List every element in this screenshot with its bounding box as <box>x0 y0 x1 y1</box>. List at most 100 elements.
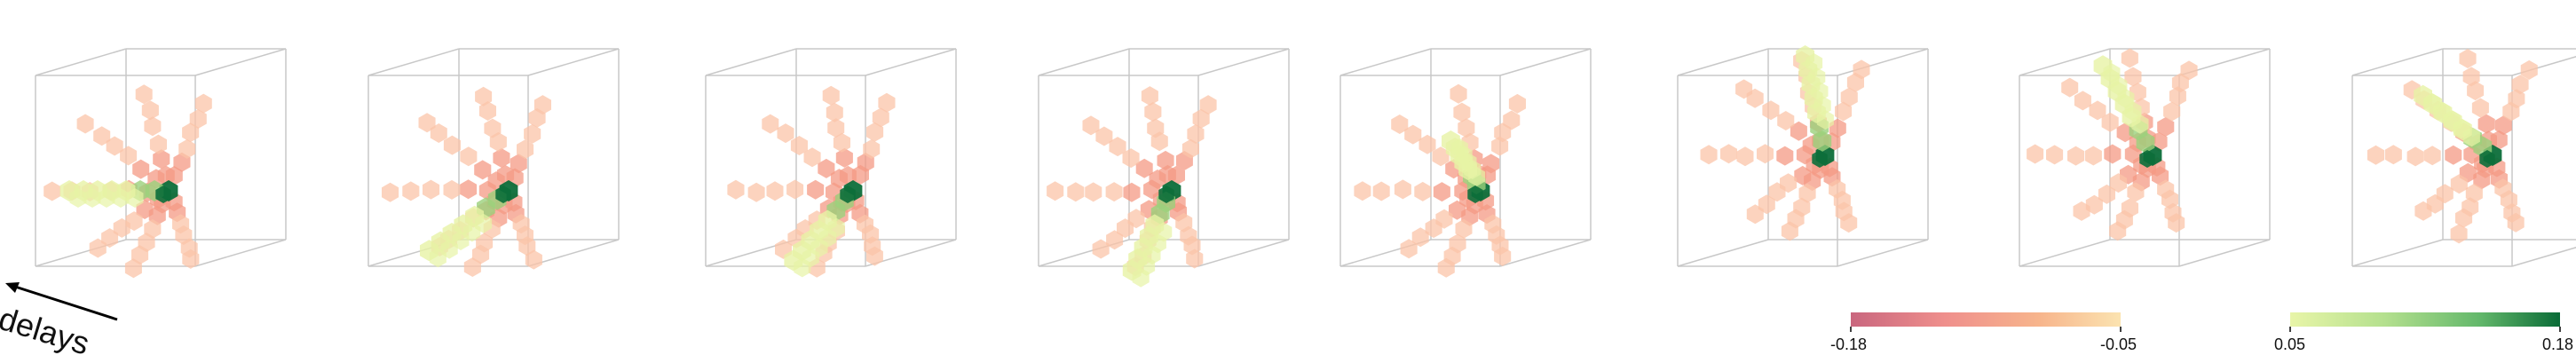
voxel-marker <box>1067 182 1085 202</box>
voxel-marker <box>132 159 150 179</box>
voxel-marker <box>2477 114 2495 134</box>
voxel-marker <box>1455 218 1473 239</box>
voxel-marker <box>93 126 111 146</box>
voxel-marker <box>807 179 825 200</box>
voxel-marker <box>1700 145 1718 165</box>
voxel-marker <box>1181 138 1199 159</box>
voxel-marker <box>155 185 171 203</box>
voxel-marker <box>1095 126 1113 146</box>
voxel-marker <box>1811 82 1829 101</box>
voxel-marker <box>1141 86 1158 107</box>
voxel-marker <box>510 154 527 174</box>
box-edge <box>1038 48 1130 76</box>
voxel-marker <box>1494 122 1512 143</box>
voxel-marker <box>1187 124 1205 144</box>
voxel-marker <box>2180 60 2198 81</box>
voxel-marker <box>2109 221 2127 241</box>
voxel-marker <box>1047 181 1064 201</box>
voxel-marker <box>1450 138 1468 158</box>
voxel-marker <box>1394 179 1411 200</box>
voxel-marker <box>98 188 115 208</box>
voxel-marker <box>2450 224 2468 244</box>
panel-7 <box>2019 48 2271 267</box>
voxel-marker <box>112 188 130 208</box>
delays-arrow-icon <box>5 282 118 321</box>
voxel-marker <box>429 248 446 268</box>
voxel-marker <box>2507 212 2525 233</box>
voxel-marker <box>126 188 144 208</box>
voxel-marker <box>484 118 502 138</box>
voxel-marker <box>2520 59 2538 80</box>
voxel-marker <box>194 93 212 114</box>
voxel-marker <box>863 139 881 159</box>
voxel-marker <box>2103 63 2121 83</box>
voxel-marker <box>2511 75 2529 95</box>
box-edge <box>1339 48 1432 76</box>
voxel-marker <box>1503 110 1521 130</box>
voxel-marker <box>872 107 889 128</box>
voxel-marker <box>1418 134 1436 154</box>
voxel-marker <box>463 257 481 277</box>
voxel-marker <box>2459 49 2477 68</box>
box-edge <box>194 239 287 267</box>
voxel-marker <box>2423 92 2441 113</box>
voxel-marker <box>1085 182 1102 202</box>
voxel-marker <box>1806 53 1823 73</box>
voxel-marker <box>1812 150 1828 168</box>
voxel-marker <box>1776 146 1794 166</box>
voxel-marker <box>182 122 200 143</box>
voxel-marker <box>794 257 811 278</box>
colorbar-negative-min-label: -0.18 <box>1830 335 1868 353</box>
voxel-marker <box>2473 170 2491 190</box>
voxel-marker <box>2445 145 2462 165</box>
voxel-marker <box>474 160 492 180</box>
voxel-marker <box>402 181 420 201</box>
voxel-marker <box>2494 115 2512 136</box>
voxel-marker <box>1777 111 1795 130</box>
colorbar-negative-max-label: -0.05 <box>2100 335 2137 353</box>
voxel-marker <box>835 147 853 168</box>
voxel-marker <box>2084 146 2102 166</box>
voxel-marker <box>1109 137 1126 157</box>
voxel-marker <box>1720 144 1737 164</box>
voxel-marker <box>83 188 101 208</box>
box-edge <box>527 48 620 76</box>
voxel-marker <box>2384 145 2402 165</box>
voxel-marker <box>1762 100 1780 121</box>
voxel-marker <box>1135 158 1153 178</box>
panel-1 <box>35 48 287 279</box>
voxel-marker <box>533 95 551 115</box>
voxel-marker <box>2414 201 2432 221</box>
box-edge <box>705 48 797 76</box>
voxel-marker <box>1122 148 1140 169</box>
voxel-marker <box>178 138 196 159</box>
voxel-marker <box>1404 124 1422 145</box>
voxel-marker <box>2121 48 2138 68</box>
panel-4 <box>1038 48 1290 288</box>
voxel-marker <box>1192 108 1210 129</box>
voxel-marker <box>423 179 440 200</box>
voxel-marker <box>1453 102 1471 122</box>
voxel-marker <box>2127 182 2145 202</box>
voxel-marker <box>1508 93 1526 114</box>
voxel-marker <box>2462 67 2480 87</box>
voxel-marker <box>2479 150 2495 168</box>
panel-5 <box>1339 48 1592 278</box>
voxel-marker <box>1494 246 1512 266</box>
voxel-marker <box>149 134 167 154</box>
voxel-marker <box>76 114 94 134</box>
voxel-marker <box>518 236 536 256</box>
voxel-marker <box>2124 67 2142 87</box>
voxel-marker <box>1082 115 1100 136</box>
voxel-marker <box>1354 181 1371 201</box>
voxel-marker <box>382 182 399 202</box>
voxel-marker <box>443 135 461 155</box>
voxel-marker <box>2104 144 2122 164</box>
voxel-marker <box>1768 182 1786 202</box>
box-edge <box>2178 239 2271 267</box>
voxel-marker <box>1425 218 1442 239</box>
voxel-marker <box>827 118 845 138</box>
box-edge <box>1837 239 1929 267</box>
voxel-marker <box>826 102 843 122</box>
colorbar-negative <box>1850 312 2122 332</box>
